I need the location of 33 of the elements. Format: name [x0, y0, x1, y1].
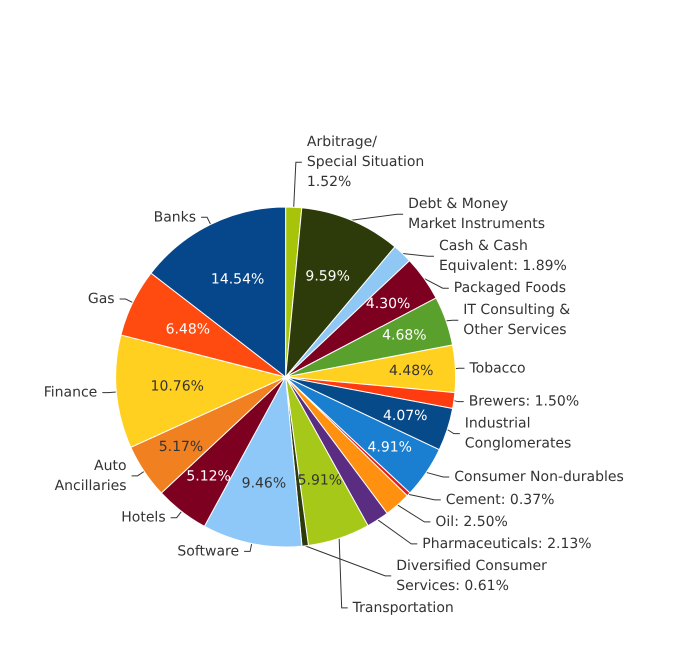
data-label: 10.76%: [150, 378, 204, 395]
slice-label: Brewers: 1.50%: [468, 394, 580, 410]
slice-label: Oil: 2.50%: [435, 514, 508, 530]
slice-label: Cash & Cash Equivalent: 1.89%: [438, 238, 567, 274]
slice-label: Software: [177, 543, 240, 560]
data-label: 4.68%: [382, 327, 427, 344]
data-label: 4.48%: [389, 362, 434, 379]
data-label: 14.54%: [210, 271, 264, 288]
slice-label: IT Consulting & Other Services: [463, 302, 570, 338]
slice-label: Gas: [88, 291, 115, 308]
slice-label: Debt & Money Market Instruments: [408, 196, 546, 232]
data-label: 9.59%: [305, 268, 350, 285]
slice-label: Auto Ancillaries: [54, 458, 127, 494]
slice-label: Packaged Foods: [454, 280, 566, 296]
data-label: 5.12%: [186, 468, 231, 484]
slice-label: Tobacco: [468, 360, 526, 376]
data-label: 1.52%: [306, 174, 352, 190]
slice-label: Transportation: [352, 600, 454, 616]
data-label: 5.17%: [158, 438, 204, 455]
slice-label: Arbitrage/ Special Situation: [306, 134, 424, 170]
slice-label: Banks: [154, 209, 196, 226]
slice-label: Pharmaceuticals: 2.13%: [422, 536, 592, 552]
data-label: 6.48%: [166, 321, 210, 338]
slice-label: Industrial Conglomerates: [464, 416, 572, 452]
data-label: 4.30%: [366, 296, 410, 312]
data-label: 4.91%: [367, 440, 412, 456]
slice-label: Diversified Consumer Services: 0.61%: [396, 558, 548, 594]
slice-label: Finance: [44, 384, 98, 401]
slice-label: Consumer Non-durables: [454, 468, 624, 485]
data-label: 4.07%: [383, 408, 428, 424]
data-label: 9.46%: [242, 476, 286, 492]
slice-label: Cement: 0.37%: [446, 492, 554, 508]
slice-label: Hotels: [121, 510, 166, 526]
